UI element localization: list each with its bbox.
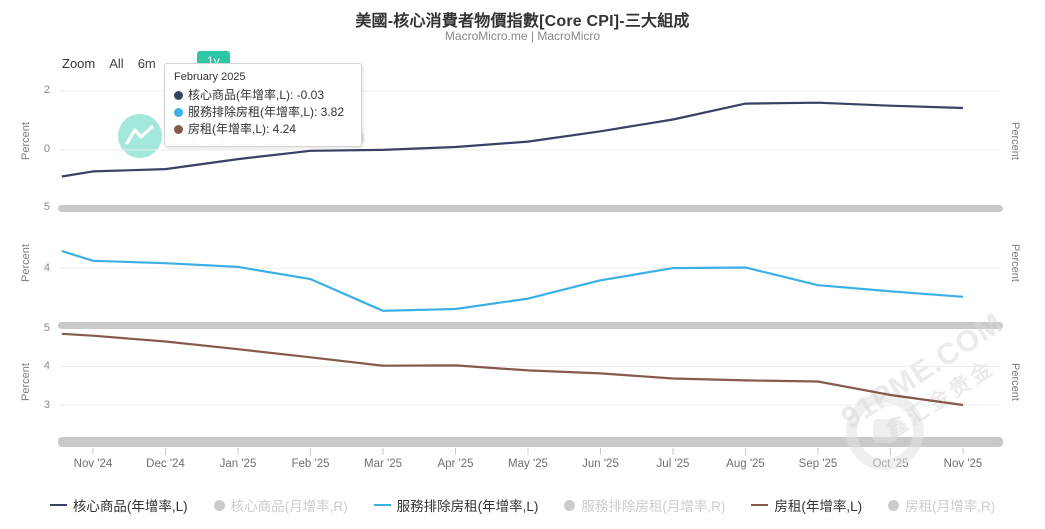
x-axis-label: Dec '24 (146, 458, 185, 470)
series-line-1[interactable] (61, 249, 964, 312)
y-tick-label: 4 (43, 360, 50, 373)
series-dot-icon (174, 91, 183, 100)
x-axis-label: Nov '24 (73, 458, 113, 470)
x-axis-label: Feb '25 (291, 458, 330, 470)
legend-item[interactable]: 核心商品(年增率,L) (49, 495, 188, 515)
legend-dot-icon (213, 499, 225, 511)
series-dot-icon (174, 125, 183, 134)
legend-label: 房租(月增率,R) (905, 499, 996, 514)
legend-item[interactable]: 房租(月增率,R) (888, 495, 995, 515)
legend-line-icon (751, 504, 769, 506)
panel-separator-2 (58, 322, 1003, 329)
x-axis-label: Aug '25 (726, 458, 765, 470)
chart-tooltip: February 2025 核心商品(年增率,L): -0.03 服務排除房租(年… (164, 63, 362, 147)
tooltip-rows: 核心商品(年增率,L): -0.03 服務排除房租(年增率,L): 3.82 房租(… (174, 87, 352, 138)
tooltip-row: 房租(年增率,L): 4.24 (174, 121, 352, 138)
y-tick-label: 0 (43, 143, 50, 156)
macromicro-logo-icon (118, 114, 162, 158)
legend-item[interactable]: 房租(年增率,L) (751, 495, 862, 515)
corner-watermark-logo (846, 392, 924, 470)
range-toolbar: Zoom All 6m (62, 56, 170, 71)
legend-label: 房租(年增率,L) (774, 499, 863, 514)
tooltip-row: 核心商品(年增率,L): -0.03 (174, 87, 352, 104)
zoom-label: Zoom (62, 56, 96, 71)
y-tick-label: 5 (43, 321, 50, 334)
legend-item[interactable]: 服務排除房租(年增率,L) (373, 495, 539, 515)
series-line-2[interactable] (61, 332, 964, 407)
x-axis-label: Jun '25 (582, 458, 619, 470)
x-axis-label: Sep '25 (798, 458, 838, 470)
legend-dot-icon (564, 499, 576, 511)
legend-label: 服務排除房租(月增率,R) (581, 499, 726, 514)
page-title: 美國-核心消費者物價指數[Core CPI]-三大組成 (355, 13, 690, 30)
tooltip-date: February 2025 (174, 71, 246, 83)
x-axis-label: May '25 (508, 458, 548, 470)
legend-item[interactable]: 服務排除房租(月增率,R) (564, 495, 725, 515)
legend-line-icon (49, 504, 67, 506)
legend-label: 核心商品(年增率,L) (72, 499, 188, 514)
x-axis-label: Mar '25 (364, 458, 402, 470)
panel-separator-1 (58, 205, 1003, 212)
x-axis-label: Nov '25 (943, 458, 983, 470)
chart-legend: 核心商品(年增率,L) 核心商品(月增率,R) 服務排除房租(年增率,L) 服務排除房… (0, 495, 1045, 515)
x-axis-label: Apr '25 (437, 458, 474, 470)
legend-label: 服務排除房租(年增率,L) (396, 499, 539, 514)
range-button-all[interactable]: All (109, 56, 124, 71)
y-tick-label: 2 (43, 84, 50, 97)
x-axis-label: Jan '25 (219, 458, 257, 470)
range-button-6m[interactable]: 6m (137, 56, 156, 71)
tooltip-row: 服務排除房租(年增率,L): 3.82 (174, 104, 352, 121)
y-tick-label: 5 (43, 200, 50, 213)
legend-line-icon (373, 504, 391, 506)
legend-label: 核心商品(月增率,R) (230, 499, 348, 514)
legend-dot-icon (888, 499, 900, 511)
x-axis-label: Jul '25 (656, 458, 690, 470)
series-dot-icon (174, 108, 183, 117)
series-line-0[interactable] (61, 101, 964, 178)
y-tick-label: 3 (43, 398, 50, 411)
y-tick-label: 4 (43, 261, 50, 274)
legend-item[interactable]: 核心商品(月增率,R) (213, 495, 348, 515)
navigator-scrollbar[interactable] (58, 437, 1003, 447)
page-subtitle: MacroMicro.me | MacroMicro (444, 29, 601, 43)
